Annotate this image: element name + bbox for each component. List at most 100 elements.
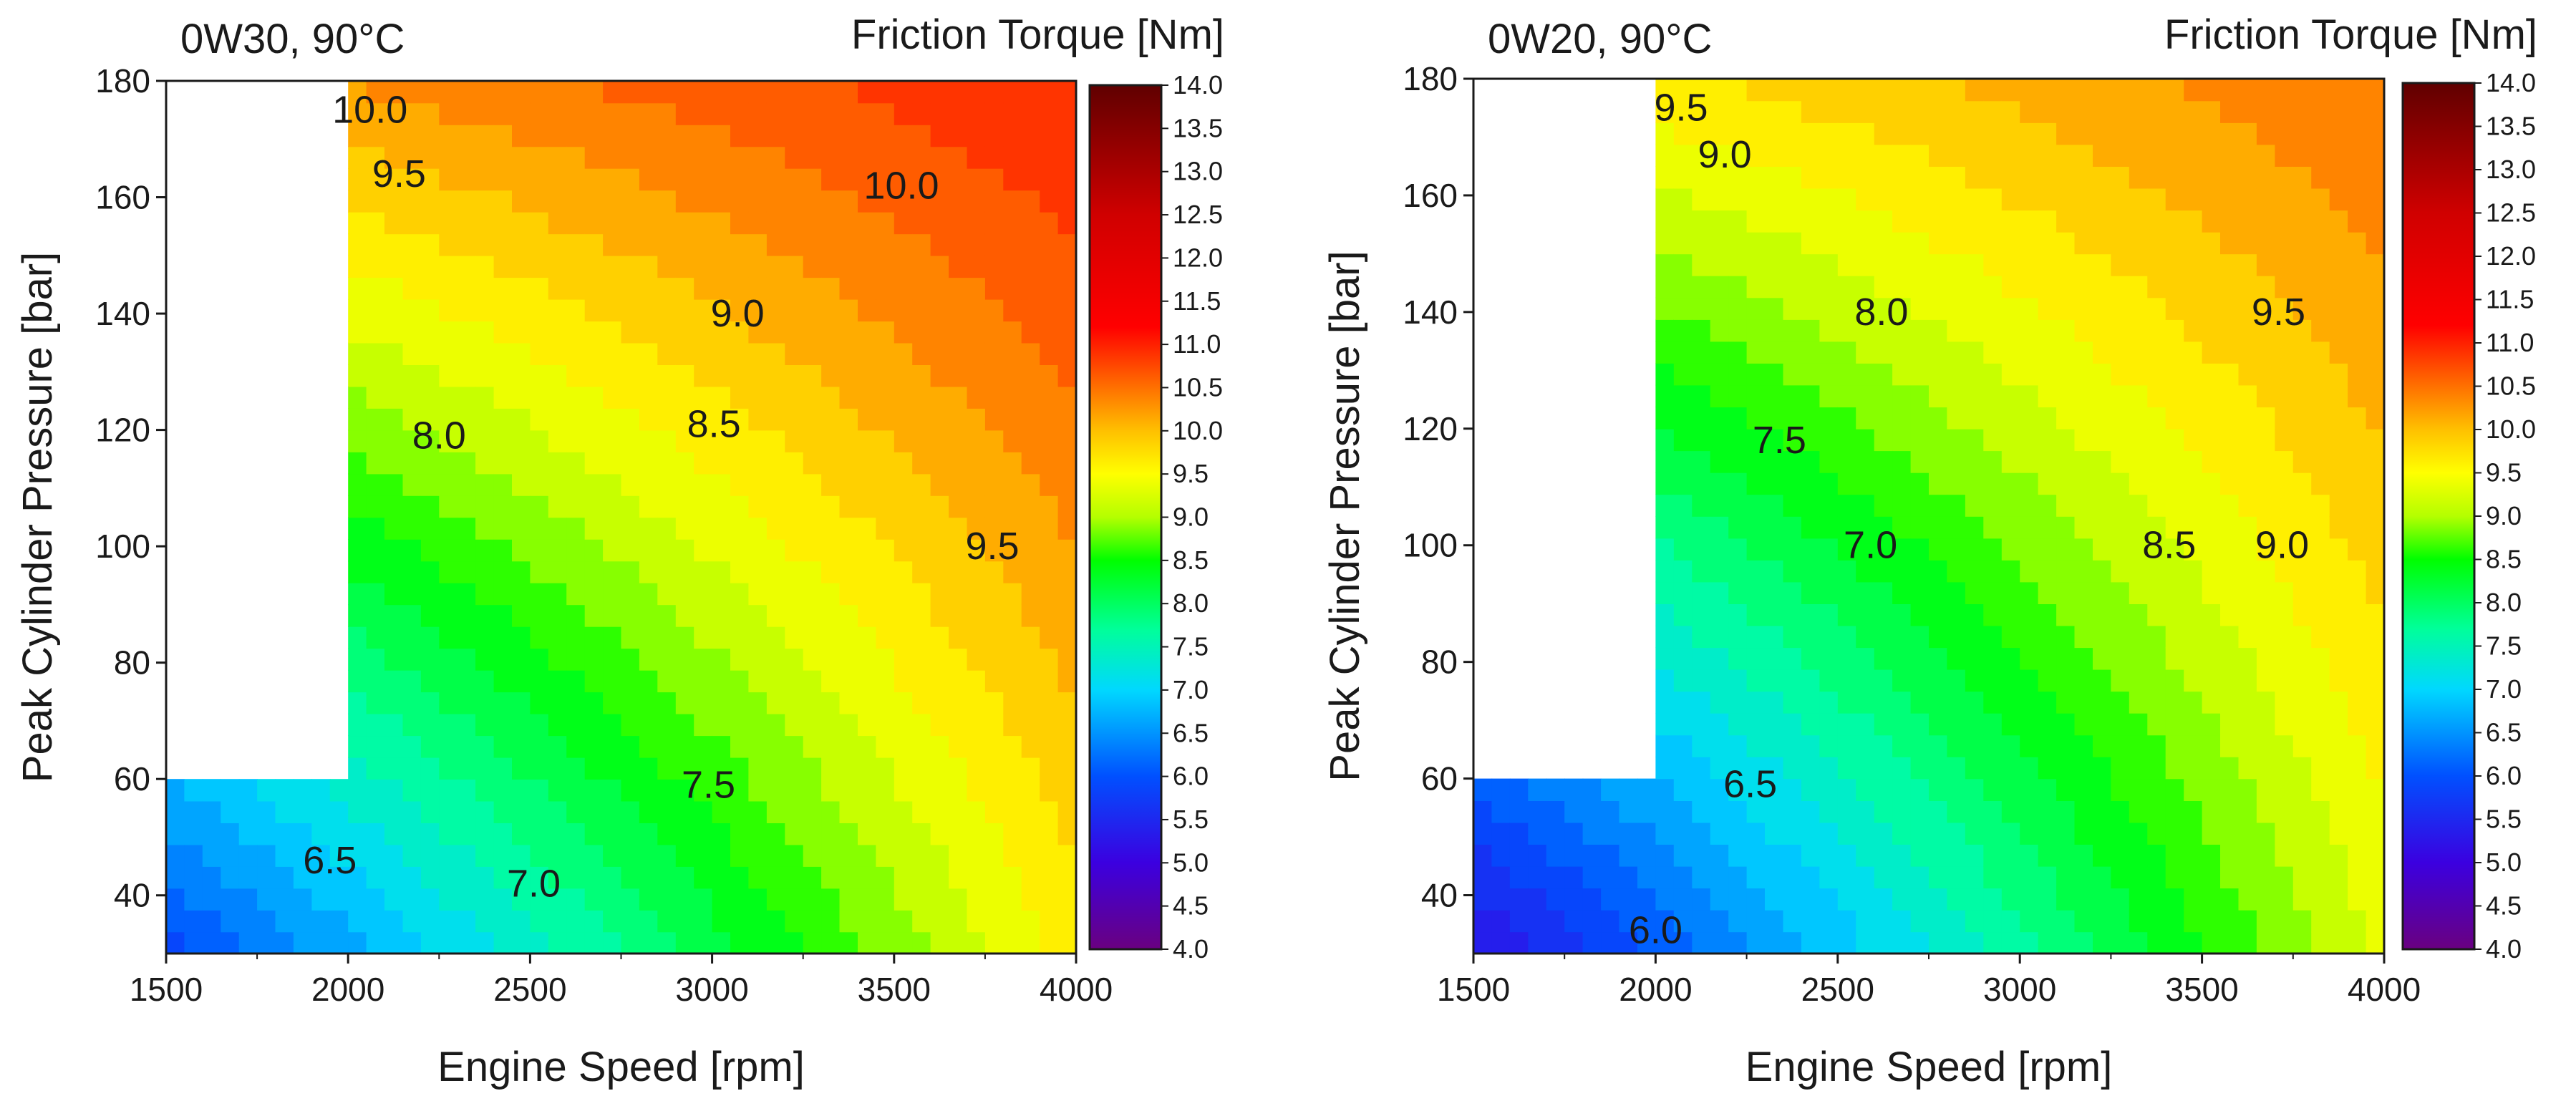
- contour-cell: [712, 81, 731, 104]
- contour-cell: [639, 648, 659, 671]
- contour-cell: [1655, 144, 1675, 167]
- contour-cell: [166, 823, 185, 845]
- contour-cell: [348, 735, 367, 758]
- contour-cell: [1040, 299, 1059, 322]
- contour-cell: [1655, 516, 1675, 539]
- contour-cell: [2184, 428, 2203, 452]
- contour-cell: [1021, 81, 1040, 104]
- contour-cell: [2366, 931, 2385, 954]
- contour-cell: [675, 800, 694, 823]
- contour-cell: [930, 277, 949, 300]
- contour-cell: [402, 779, 422, 802]
- contour-cell: [2056, 691, 2076, 714]
- contour-cell: [2366, 319, 2385, 342]
- contour-cell: [2093, 581, 2112, 604]
- contour-cell: [1710, 166, 1729, 189]
- contour-cell: [420, 430, 440, 452]
- contour-cell: [730, 255, 750, 278]
- contour-cell: [603, 844, 622, 867]
- contour-cell: [2256, 144, 2276, 167]
- contour-cell: [2366, 100, 2385, 123]
- contour-cell: [1655, 844, 1675, 867]
- contour-cell: [512, 844, 531, 867]
- contour-cell: [512, 190, 531, 213]
- contour-cell: [1819, 100, 1839, 123]
- contour-cell: [2165, 538, 2184, 561]
- contour-cell: [657, 277, 677, 300]
- contour-cell: [1929, 384, 1948, 408]
- contour-cell: [894, 844, 913, 867]
- contour-cell: [730, 408, 750, 431]
- contour-cell: [839, 888, 858, 911]
- contour-cell: [839, 669, 858, 693]
- contour-cell: [2038, 931, 2057, 954]
- contour-cell: [384, 168, 404, 191]
- contour-cell: [493, 473, 513, 496]
- contour-cell: [1057, 757, 1077, 780]
- contour-cell: [348, 888, 367, 911]
- contour-cell: [1801, 407, 1821, 430]
- contour-cell: [366, 430, 385, 452]
- contour-cell: [2202, 144, 2221, 167]
- contour-cell: [584, 648, 604, 671]
- contour-cell: [1057, 364, 1077, 387]
- contour-cell: [2093, 778, 2112, 801]
- colorbar-tick-label: 5.0: [2486, 848, 2522, 877]
- contour-cell: [2056, 844, 2076, 867]
- contour-cell: [2329, 275, 2348, 299]
- contour-cell: [1783, 100, 1802, 123]
- contour-cell: [1819, 319, 1839, 342]
- contour-cell: [1692, 210, 1711, 233]
- contour-cell: [402, 866, 422, 889]
- contour-cell: [402, 604, 422, 627]
- contour-cell: [548, 713, 567, 737]
- contour-cell: [457, 386, 476, 409]
- contour-cell: [748, 146, 768, 169]
- contour-cell: [803, 386, 822, 409]
- contour-cell: [2056, 363, 2076, 386]
- contour-cell: [766, 910, 786, 933]
- contour-cell: [1582, 844, 1602, 867]
- contour-cell: [912, 582, 931, 606]
- contour-cell: [439, 757, 458, 780]
- contour-cell: [858, 582, 877, 606]
- contour-cell: [2165, 778, 2184, 801]
- contour-cell: [2366, 450, 2385, 473]
- contour-cell: [1783, 516, 1802, 539]
- contour-cell: [876, 364, 895, 387]
- contour-cell: [2093, 384, 2112, 408]
- contour-cell: [2038, 734, 2057, 757]
- contour-cell: [621, 364, 640, 387]
- contour-cell: [748, 408, 768, 431]
- contour-cell: [1765, 407, 1784, 430]
- contour-cell: [2202, 800, 2221, 823]
- contour-cell: [1637, 822, 1657, 845]
- contour-cell: [2093, 166, 2112, 189]
- contour-cell: [1564, 800, 1584, 823]
- contour-cell: [2202, 472, 2221, 495]
- colorbar-tick-label: 9.0: [2486, 501, 2522, 530]
- contour-cell: [803, 669, 822, 693]
- contour-cell: [2074, 341, 2093, 364]
- contour-cell: [639, 146, 659, 169]
- contour-cell: [1783, 778, 1802, 801]
- contour-cell: [1746, 275, 1766, 299]
- contour-cell: [1837, 865, 1856, 889]
- colorbar-tick-label: 11.5: [2486, 285, 2534, 314]
- contour-cell: [766, 452, 786, 475]
- contour-cell: [2292, 494, 2312, 517]
- contour-cell: [1819, 275, 1839, 299]
- contour-cell: [1040, 931, 1059, 954]
- contour-cell: [2311, 647, 2330, 670]
- contour-cell: [603, 888, 622, 911]
- contour-cell: [366, 713, 385, 737]
- contour-cell: [1910, 844, 1929, 867]
- contour-cell: [1965, 581, 1985, 604]
- contour-cell: [420, 910, 440, 933]
- contour-cell: [2220, 144, 2240, 167]
- contour-cell: [1801, 647, 1821, 670]
- contour-cell: [548, 168, 567, 191]
- contour-cell: [748, 866, 768, 889]
- contour-cell: [2020, 210, 2039, 233]
- contour-cell: [2074, 647, 2093, 670]
